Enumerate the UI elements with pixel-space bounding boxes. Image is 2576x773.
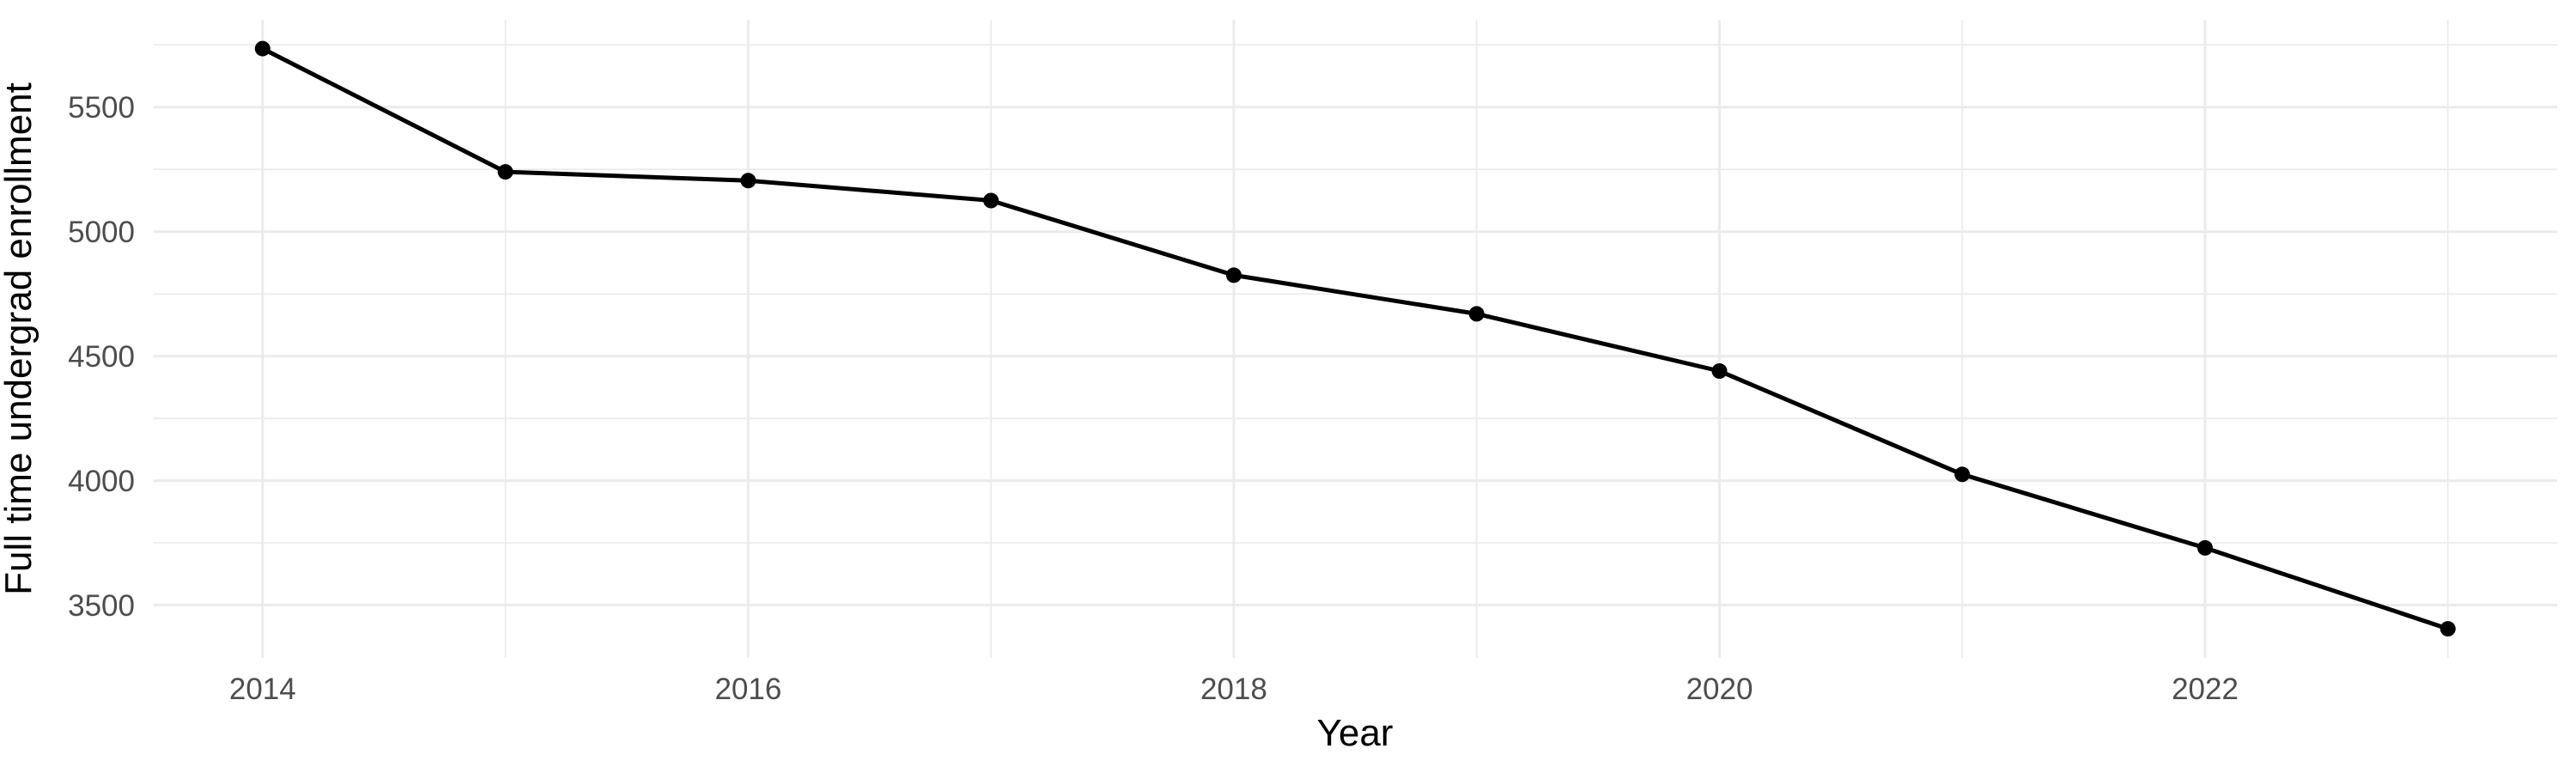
y-axis-title: Full time undergrad enrollment [0, 82, 39, 595]
data-point [1468, 306, 1485, 322]
y-tick-label: 3500 [68, 589, 135, 623]
y-tick-label: 5500 [68, 91, 135, 125]
x-tick-label: 2018 [1200, 673, 1267, 706]
data-point [2439, 621, 2456, 637]
x-tick-label: 2020 [1686, 673, 1753, 706]
y-tick-label: 5000 [68, 216, 135, 249]
x-tick-label: 2022 [2172, 673, 2239, 706]
data-point [1225, 267, 1242, 283]
x-axis-tick-labels: 2014 2016 2018 2020 2022 [229, 673, 2239, 706]
y-tick-label: 4000 [68, 465, 135, 498]
data-point [740, 173, 756, 189]
series-line [261, 46, 2449, 631]
data-point [983, 192, 999, 209]
data-point [2197, 539, 2213, 556]
data-point [1711, 363, 1728, 379]
y-axis-tick-labels: 3500 4000 4500 5000 5500 [68, 91, 135, 623]
x-axis-title: Year [1317, 712, 1394, 754]
data-point [1954, 466, 1971, 483]
x-tick-label: 2014 [229, 673, 296, 706]
y-tick-label: 4500 [68, 340, 135, 374]
data-point [254, 40, 270, 57]
enrollment-series [254, 40, 2456, 637]
x-tick-label: 2016 [714, 673, 781, 706]
major-gridlines [153, 20, 2557, 658]
minor-gridlines [153, 20, 2557, 658]
data-point [497, 164, 513, 180]
